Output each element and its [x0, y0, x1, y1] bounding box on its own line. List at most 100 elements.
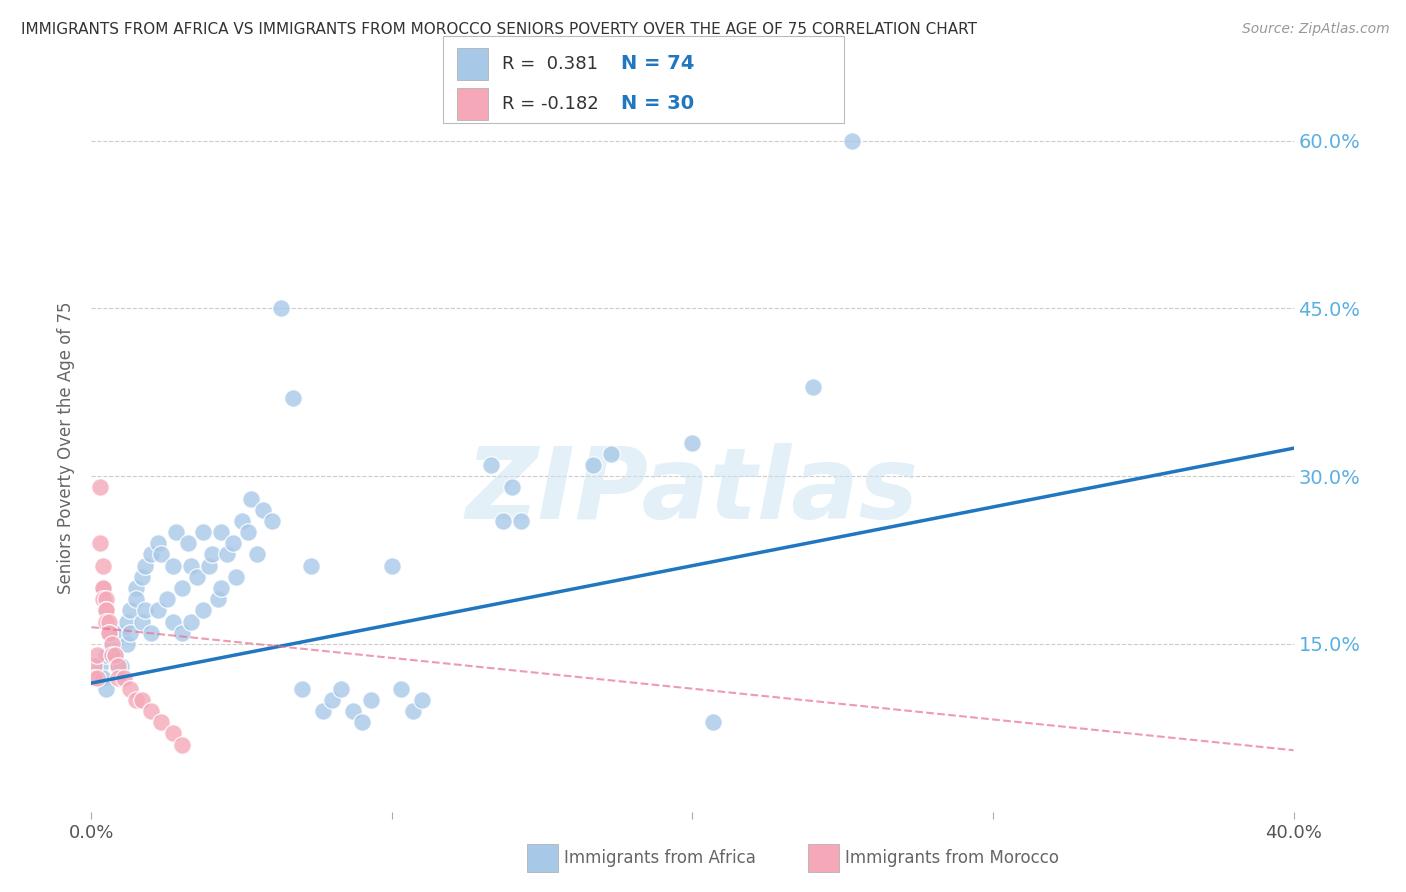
Point [201, 548, 224, 562]
Point [510, 514, 533, 528]
Y-axis label: Seniors Poverty Over the Age of 75: Seniors Poverty Over the Age of 75 [58, 302, 76, 594]
Point [134, 603, 156, 617]
Point [101, 637, 124, 651]
Point [89, 480, 111, 494]
Point [162, 726, 184, 740]
Point [149, 715, 172, 730]
Point [801, 380, 824, 394]
Point [176, 536, 198, 550]
Point [141, 704, 163, 718]
Point [131, 693, 153, 707]
Point [89, 659, 111, 673]
Point [125, 581, 148, 595]
Point [96, 603, 118, 617]
Point [110, 625, 132, 640]
Point [155, 592, 177, 607]
Point [131, 615, 153, 629]
Point [146, 603, 169, 617]
Point [501, 480, 523, 494]
Point [260, 514, 283, 528]
Point [96, 615, 118, 629]
Point [101, 637, 124, 651]
Point [270, 301, 292, 316]
Point [96, 603, 118, 617]
Point [125, 693, 148, 707]
Point [291, 681, 314, 696]
Point [209, 581, 232, 595]
Point [191, 603, 214, 617]
Point [329, 681, 352, 696]
Point [165, 525, 187, 540]
Point [107, 659, 129, 673]
Point [492, 514, 515, 528]
Point [582, 458, 605, 472]
Text: Source: ZipAtlas.com: Source: ZipAtlas.com [1241, 22, 1389, 37]
Text: ZIPatlas: ZIPatlas [465, 443, 920, 541]
Point [93, 581, 115, 595]
Point [360, 693, 382, 707]
Text: Immigrants from Morocco: Immigrants from Morocco [845, 849, 1059, 867]
Point [312, 704, 335, 718]
Point [321, 693, 343, 707]
Point [131, 570, 153, 584]
Point [120, 603, 142, 617]
Point [93, 671, 115, 685]
Point [191, 525, 214, 540]
Point [93, 592, 115, 607]
Point [83, 659, 105, 673]
Point [170, 625, 193, 640]
Point [149, 548, 172, 562]
Text: N = 74: N = 74 [621, 54, 695, 73]
Point [231, 514, 253, 528]
Point [98, 625, 121, 640]
Point [186, 570, 208, 584]
Point [96, 648, 118, 662]
Point [170, 581, 193, 595]
Point [117, 637, 139, 651]
Text: R = -0.182: R = -0.182 [502, 95, 599, 113]
Point [170, 738, 193, 752]
Point [110, 659, 132, 673]
Point [86, 671, 108, 685]
Point [125, 592, 148, 607]
Point [221, 536, 243, 550]
Point [89, 536, 111, 550]
Point [134, 558, 156, 573]
Point [162, 558, 184, 573]
Point [104, 648, 127, 662]
Point [236, 525, 259, 540]
Point [681, 435, 703, 450]
Point [841, 134, 863, 148]
Point [93, 558, 115, 573]
Point [479, 458, 502, 472]
Point [197, 558, 219, 573]
Point [120, 625, 142, 640]
Point [141, 625, 163, 640]
Point [225, 570, 247, 584]
Point [114, 671, 136, 685]
Point [86, 648, 108, 662]
Point [281, 391, 304, 405]
Point [146, 536, 169, 550]
Point [252, 502, 274, 516]
Point [215, 548, 238, 562]
Point [389, 681, 412, 696]
Point [180, 558, 202, 573]
Point [93, 581, 115, 595]
Point [98, 625, 121, 640]
Text: R =  0.381: R = 0.381 [502, 54, 598, 72]
Point [98, 615, 121, 629]
Point [83, 671, 105, 685]
Text: N = 30: N = 30 [621, 95, 695, 113]
Point [96, 592, 118, 607]
Point [117, 615, 139, 629]
Point [239, 491, 262, 506]
Point [411, 693, 433, 707]
Point [342, 704, 364, 718]
Point [600, 447, 623, 461]
Text: IMMIGRANTS FROM AFRICA VS IMMIGRANTS FROM MOROCCO SENIORS POVERTY OVER THE AGE O: IMMIGRANTS FROM AFRICA VS IMMIGRANTS FRO… [21, 22, 977, 37]
Point [120, 681, 142, 696]
Point [350, 715, 373, 730]
Point [402, 704, 425, 718]
Point [209, 525, 232, 540]
